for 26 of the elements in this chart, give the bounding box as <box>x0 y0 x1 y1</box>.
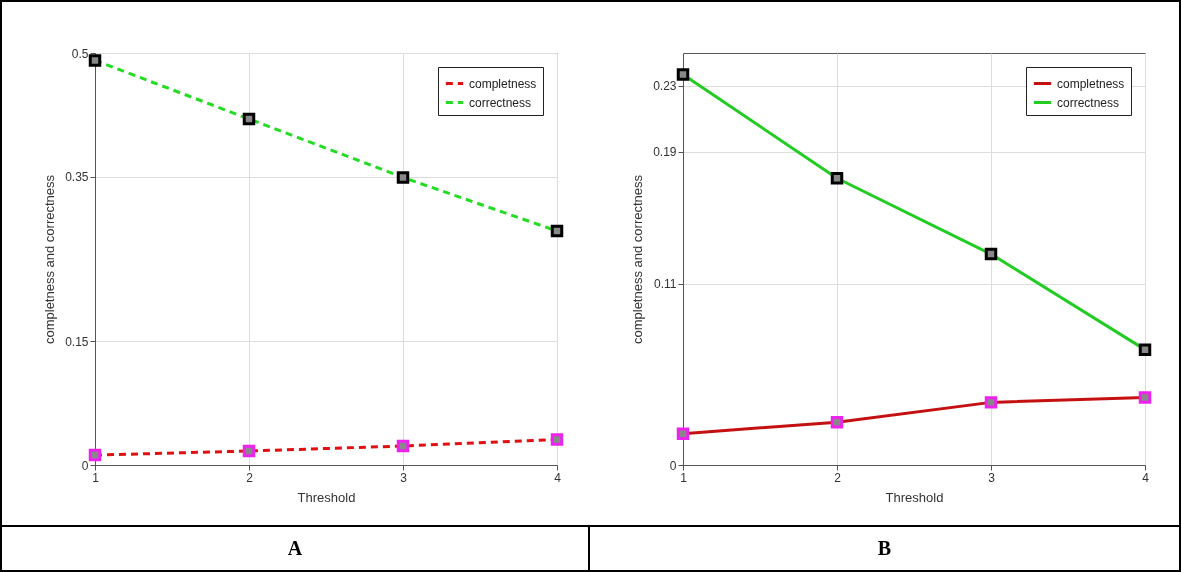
y-tick-label: 0 <box>81 458 89 473</box>
y-tick-label: 0.15 <box>65 334 89 349</box>
x-axis-title: Threshold <box>885 489 944 505</box>
y-tick-label: 0.5 <box>71 46 89 61</box>
text: A <box>2 525 590 570</box>
y-axis-title: completness and correctness <box>630 174 646 345</box>
x-tick-label: 3 <box>400 470 408 485</box>
x-tick-label: 1 <box>92 470 100 485</box>
text: B <box>590 525 1179 570</box>
legend-label: correctness <box>1057 95 1120 110</box>
y-tick-label: 0 <box>669 458 677 473</box>
legend-label: completness <box>469 76 537 91</box>
x-tick-label: 2 <box>246 470 254 485</box>
x-tick-label: 3 <box>988 470 996 485</box>
x-tick-label: 2 <box>834 470 842 485</box>
x-tick-label: 4 <box>554 470 562 485</box>
x-tick-label: 1 <box>680 470 688 485</box>
x-axis-title: Threshold <box>297 489 356 505</box>
legend-label: correctness <box>469 95 532 110</box>
y-tick-label: 0.23 <box>653 79 677 94</box>
y-axis-title: completness and correctness <box>42 174 58 345</box>
legend-label: completness <box>1057 76 1125 91</box>
x-tick-label: 4 <box>1142 470 1150 485</box>
y-tick-label: 0.11 <box>654 277 677 292</box>
y-tick-label: 0.19 <box>653 145 677 160</box>
y-tick-label: 0.35 <box>65 170 89 185</box>
